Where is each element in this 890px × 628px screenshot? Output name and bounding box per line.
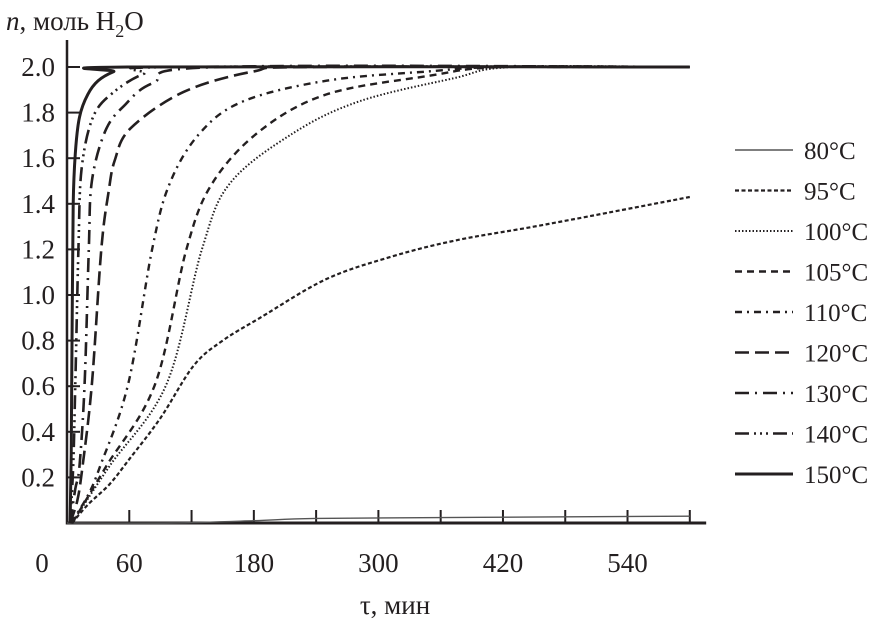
- series-line-95c: [71, 195, 691, 524]
- y-tick-label: 0.8: [21, 326, 55, 356]
- legend-label-80c: 80°C: [804, 138, 856, 165]
- axes: 0.2 0.4 0.6 0.8 1.0 1.2 1.4 1.6 1.8 2.0 0 60 180 300 4…: [21, 40, 707, 578]
- series-line-80c: [66, 515, 690, 524]
- y-tick-label: 0.6: [21, 371, 55, 401]
- legend-label-120c: 120°C: [804, 341, 868, 368]
- series-line-100c: [71, 65, 690, 524]
- legend: 80°C 95°C 100°C 105°C 110°C 120°C 130°C 140°C 15…: [735, 138, 868, 489]
- series-line-105c: [71, 65, 690, 524]
- series-group: [66, 64, 691, 524]
- legend-label-130c: 130°C: [804, 381, 868, 408]
- x-tick-label: 60: [116, 548, 143, 578]
- legend-label-100c: 100°C: [804, 219, 868, 246]
- series-line-140c: [68, 65, 690, 524]
- x-tick-label: 540: [607, 548, 648, 578]
- y-axis-title: n, моль H2O: [6, 6, 144, 41]
- y-tick-label: 1.4: [21, 189, 55, 219]
- series-line-120c: [68, 65, 690, 524]
- x-axis-title: τ, мин: [360, 590, 430, 620]
- x-tick-label: 300: [358, 548, 399, 578]
- y-tick-label: 1.8: [21, 98, 55, 128]
- legend-label-95c: 95°C: [804, 179, 856, 206]
- y-tick-label: 1.6: [21, 143, 55, 173]
- y-tick-label: 0.2: [21, 462, 55, 492]
- legend-label-140c: 140°C: [804, 422, 868, 449]
- y-tick-label: 1.2: [21, 234, 55, 264]
- legend-label-105c: 105°C: [804, 260, 868, 287]
- series-line-110c: [70, 65, 690, 524]
- series-line-130c: [68, 64, 690, 524]
- legend-label-150c: 150°C: [804, 462, 868, 489]
- legend-label-110c: 110°C: [804, 300, 867, 327]
- series-line-150c: [68, 65, 690, 524]
- x-tick-label: 180: [234, 548, 275, 578]
- y-tick-label: 0.4: [21, 417, 55, 447]
- y-tick-label: 1.0: [21, 280, 55, 310]
- x-tick-label: 0: [35, 548, 49, 578]
- x-tick-label: 420: [483, 548, 524, 578]
- y-tick-label: 2.0: [21, 52, 55, 82]
